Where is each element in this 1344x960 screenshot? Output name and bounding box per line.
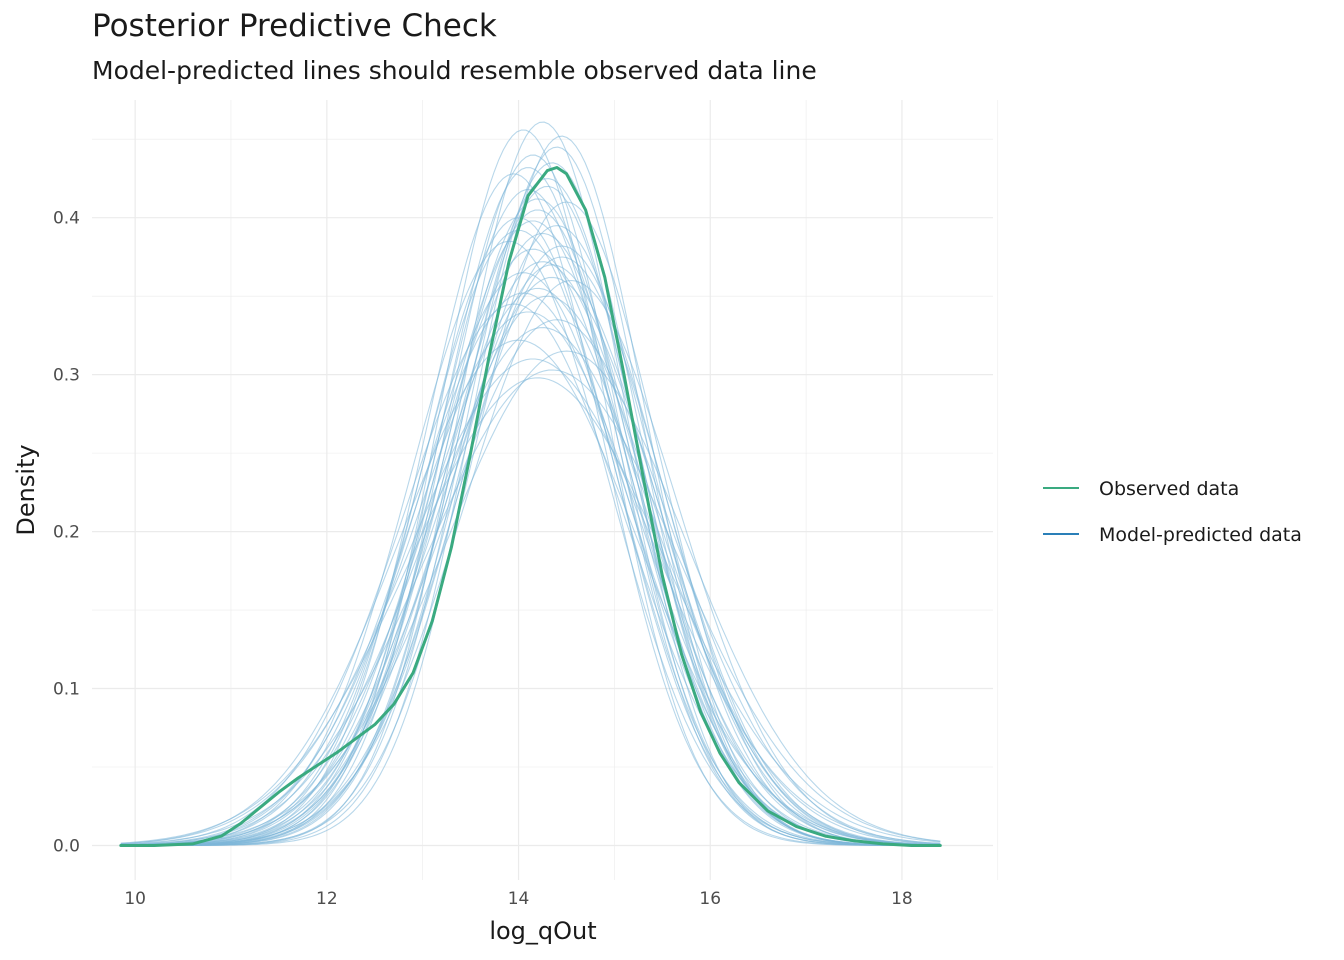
x-tick-label: 16 xyxy=(699,889,721,909)
predicted-lines xyxy=(120,121,941,847)
predicted-density-line xyxy=(120,256,941,846)
predicted-density-line xyxy=(120,350,941,846)
predicted-density-line xyxy=(120,240,941,846)
predicted-density-line xyxy=(120,135,941,847)
predicted-density-line xyxy=(120,167,941,847)
predicted-density-line xyxy=(120,189,941,846)
y-tick-label: 0.2 xyxy=(53,523,80,543)
predicted-density-line xyxy=(120,339,941,846)
predicted-density-line xyxy=(120,248,941,846)
y-tick-label: 0.1 xyxy=(53,680,80,700)
predicted-density-line xyxy=(120,358,941,845)
legend-label-observed: Observed data xyxy=(1099,478,1239,500)
x-tick-label: 14 xyxy=(508,889,530,909)
chart-subtitle: Model-predicted lines should resemble ob… xyxy=(92,56,817,85)
predicted-density-line xyxy=(120,292,941,846)
y-tick-label: 0.0 xyxy=(53,836,80,856)
predicted-density-line xyxy=(120,146,941,847)
predicted-density-line xyxy=(120,129,941,847)
observed-line xyxy=(119,166,942,847)
predicted-density-line xyxy=(120,279,941,846)
predicted-density-line xyxy=(120,178,941,847)
predicted-density-line xyxy=(120,264,941,846)
predicted-density-line xyxy=(120,185,941,847)
predicted-density-line xyxy=(120,377,941,844)
y-tick-label: 0.4 xyxy=(53,209,80,229)
predicted-density-line xyxy=(120,198,941,846)
y-tick-label: 0.3 xyxy=(53,366,80,386)
predicted-density-line xyxy=(120,173,941,847)
y-axis-title: Density xyxy=(12,444,40,535)
legend: Observed data Model-predicted data xyxy=(1043,478,1302,546)
y-tick-labels: 0.0 0.1 0.2 0.3 0.4 xyxy=(53,209,80,857)
predicted-density-line xyxy=(120,276,941,846)
predicted-density-line xyxy=(120,229,941,846)
x-tick-label: 18 xyxy=(891,889,913,909)
predicted-density-line xyxy=(120,232,941,846)
predicted-density-line xyxy=(120,220,941,846)
predicted-density-line xyxy=(120,121,941,847)
x-axis-title: log_qOut xyxy=(489,917,596,945)
chart-title: Posterior Predictive Check xyxy=(92,8,497,44)
predicted-density-line xyxy=(120,327,941,846)
predicted-density-line xyxy=(120,369,941,845)
x-tick-label: 12 xyxy=(316,889,338,909)
predicted-density-line xyxy=(120,319,941,846)
legend-label-predicted: Model-predicted data xyxy=(1099,524,1302,546)
x-tick-label: 10 xyxy=(124,889,146,909)
x-tick-labels: 10 12 14 16 18 xyxy=(124,889,912,909)
predicted-density-line xyxy=(120,201,941,847)
predicted-density-line xyxy=(120,154,941,847)
grid-lines xyxy=(92,100,999,880)
predicted-density-line xyxy=(120,245,941,846)
predicted-density-line xyxy=(120,261,941,846)
predicted-density-line xyxy=(120,311,941,846)
predicted-density-line xyxy=(120,303,941,846)
predicted-density-line xyxy=(120,225,941,846)
predicted-density-line xyxy=(120,209,941,846)
